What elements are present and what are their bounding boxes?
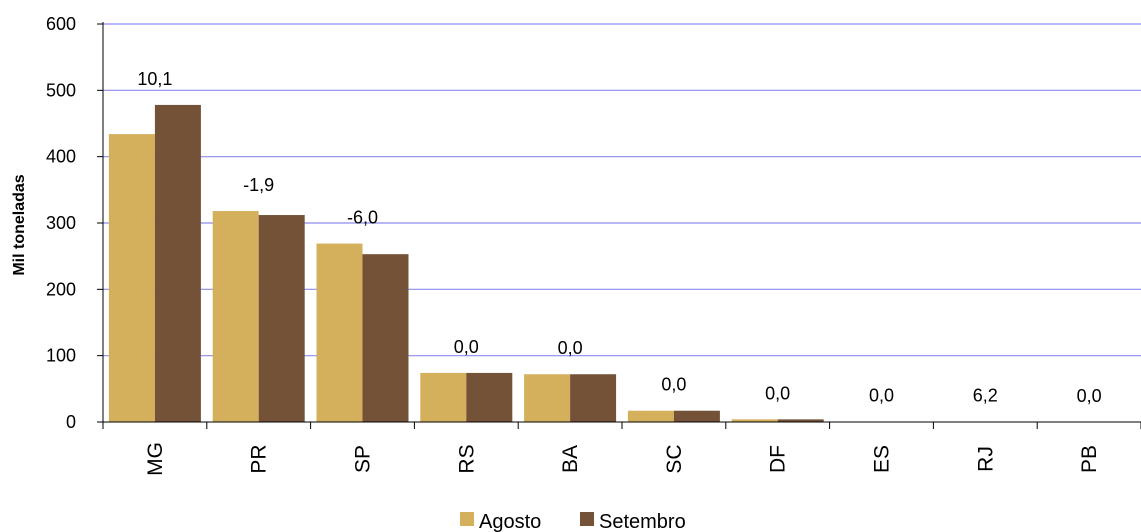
legend-label: Setembro [599, 511, 686, 532]
category-label: SC [663, 444, 686, 473]
data-label: 0,0 [765, 383, 790, 403]
bar-agosto-sp [316, 243, 363, 422]
bar-agosto-ba [524, 374, 571, 422]
data-label: 0,0 [558, 338, 583, 358]
y-tick-label: 400 [46, 147, 76, 167]
bar-agosto-mg [108, 134, 155, 422]
bar-setembro-rs [466, 372, 513, 422]
data-label: 0,0 [454, 337, 479, 357]
legend-label: Agosto [479, 511, 541, 532]
legend: Agosto Setembro [460, 511, 686, 532]
y-tick-label: 500 [46, 80, 76, 100]
category-label: DF [767, 445, 790, 473]
y-tick-label: 0 [66, 412, 76, 432]
data-label: 10,1 [137, 69, 172, 89]
category-label: PR [248, 444, 271, 473]
legend-item-agosto: Agosto [460, 511, 541, 532]
category-label: MG [144, 442, 167, 476]
data-label: 0,0 [1077, 386, 1102, 406]
category-labels: MG PR SP RS BA SC DF ES RJ PB [144, 442, 1101, 476]
bar-agosto-sc [627, 410, 674, 422]
bar-setembro-df [777, 419, 824, 422]
bar-agosto-df [731, 419, 778, 422]
data-label: 0,0 [661, 375, 686, 395]
data-label: 0,0 [869, 386, 894, 406]
category-label: RJ [974, 446, 997, 472]
axes [97, 22, 1141, 429]
data-labels: 10,1 -1,9 -6,0 0,0 0,0 0,0 0,0 0,0 6,2 0,0 [137, 69, 1101, 406]
legend-swatch [460, 512, 474, 526]
legend-item-setembro: Setembro [580, 511, 686, 532]
category-label: ES [871, 445, 894, 473]
bar-setembro-ba [570, 374, 617, 422]
category-label: BA [559, 445, 582, 473]
bars [108, 104, 1136, 422]
bar-setembro-mg [154, 104, 201, 422]
bar-agosto-rs [420, 372, 467, 422]
data-label: -1,9 [243, 175, 274, 195]
data-label: 6,2 [973, 386, 998, 406]
bar-setembro-pr [258, 215, 305, 422]
bar-agosto-pr [212, 211, 259, 422]
y-tick-label: 300 [46, 213, 76, 233]
y-tick-label: 600 [46, 14, 76, 34]
y-tick-labels: 0 100 200 300 400 500 600 [46, 14, 76, 432]
data-label: -6,0 [347, 208, 378, 228]
y-axis-label: Mil toneladas [11, 174, 28, 275]
y-tick-label: 100 [46, 346, 76, 366]
category-label: SP [352, 445, 375, 473]
legend-swatch [580, 512, 594, 526]
bar-setembro-sp [362, 254, 409, 422]
y-tick-label: 200 [46, 279, 76, 299]
category-label: RS [455, 444, 478, 473]
bar-setembro-sc [673, 410, 720, 422]
category-label: PB [1078, 445, 1101, 473]
